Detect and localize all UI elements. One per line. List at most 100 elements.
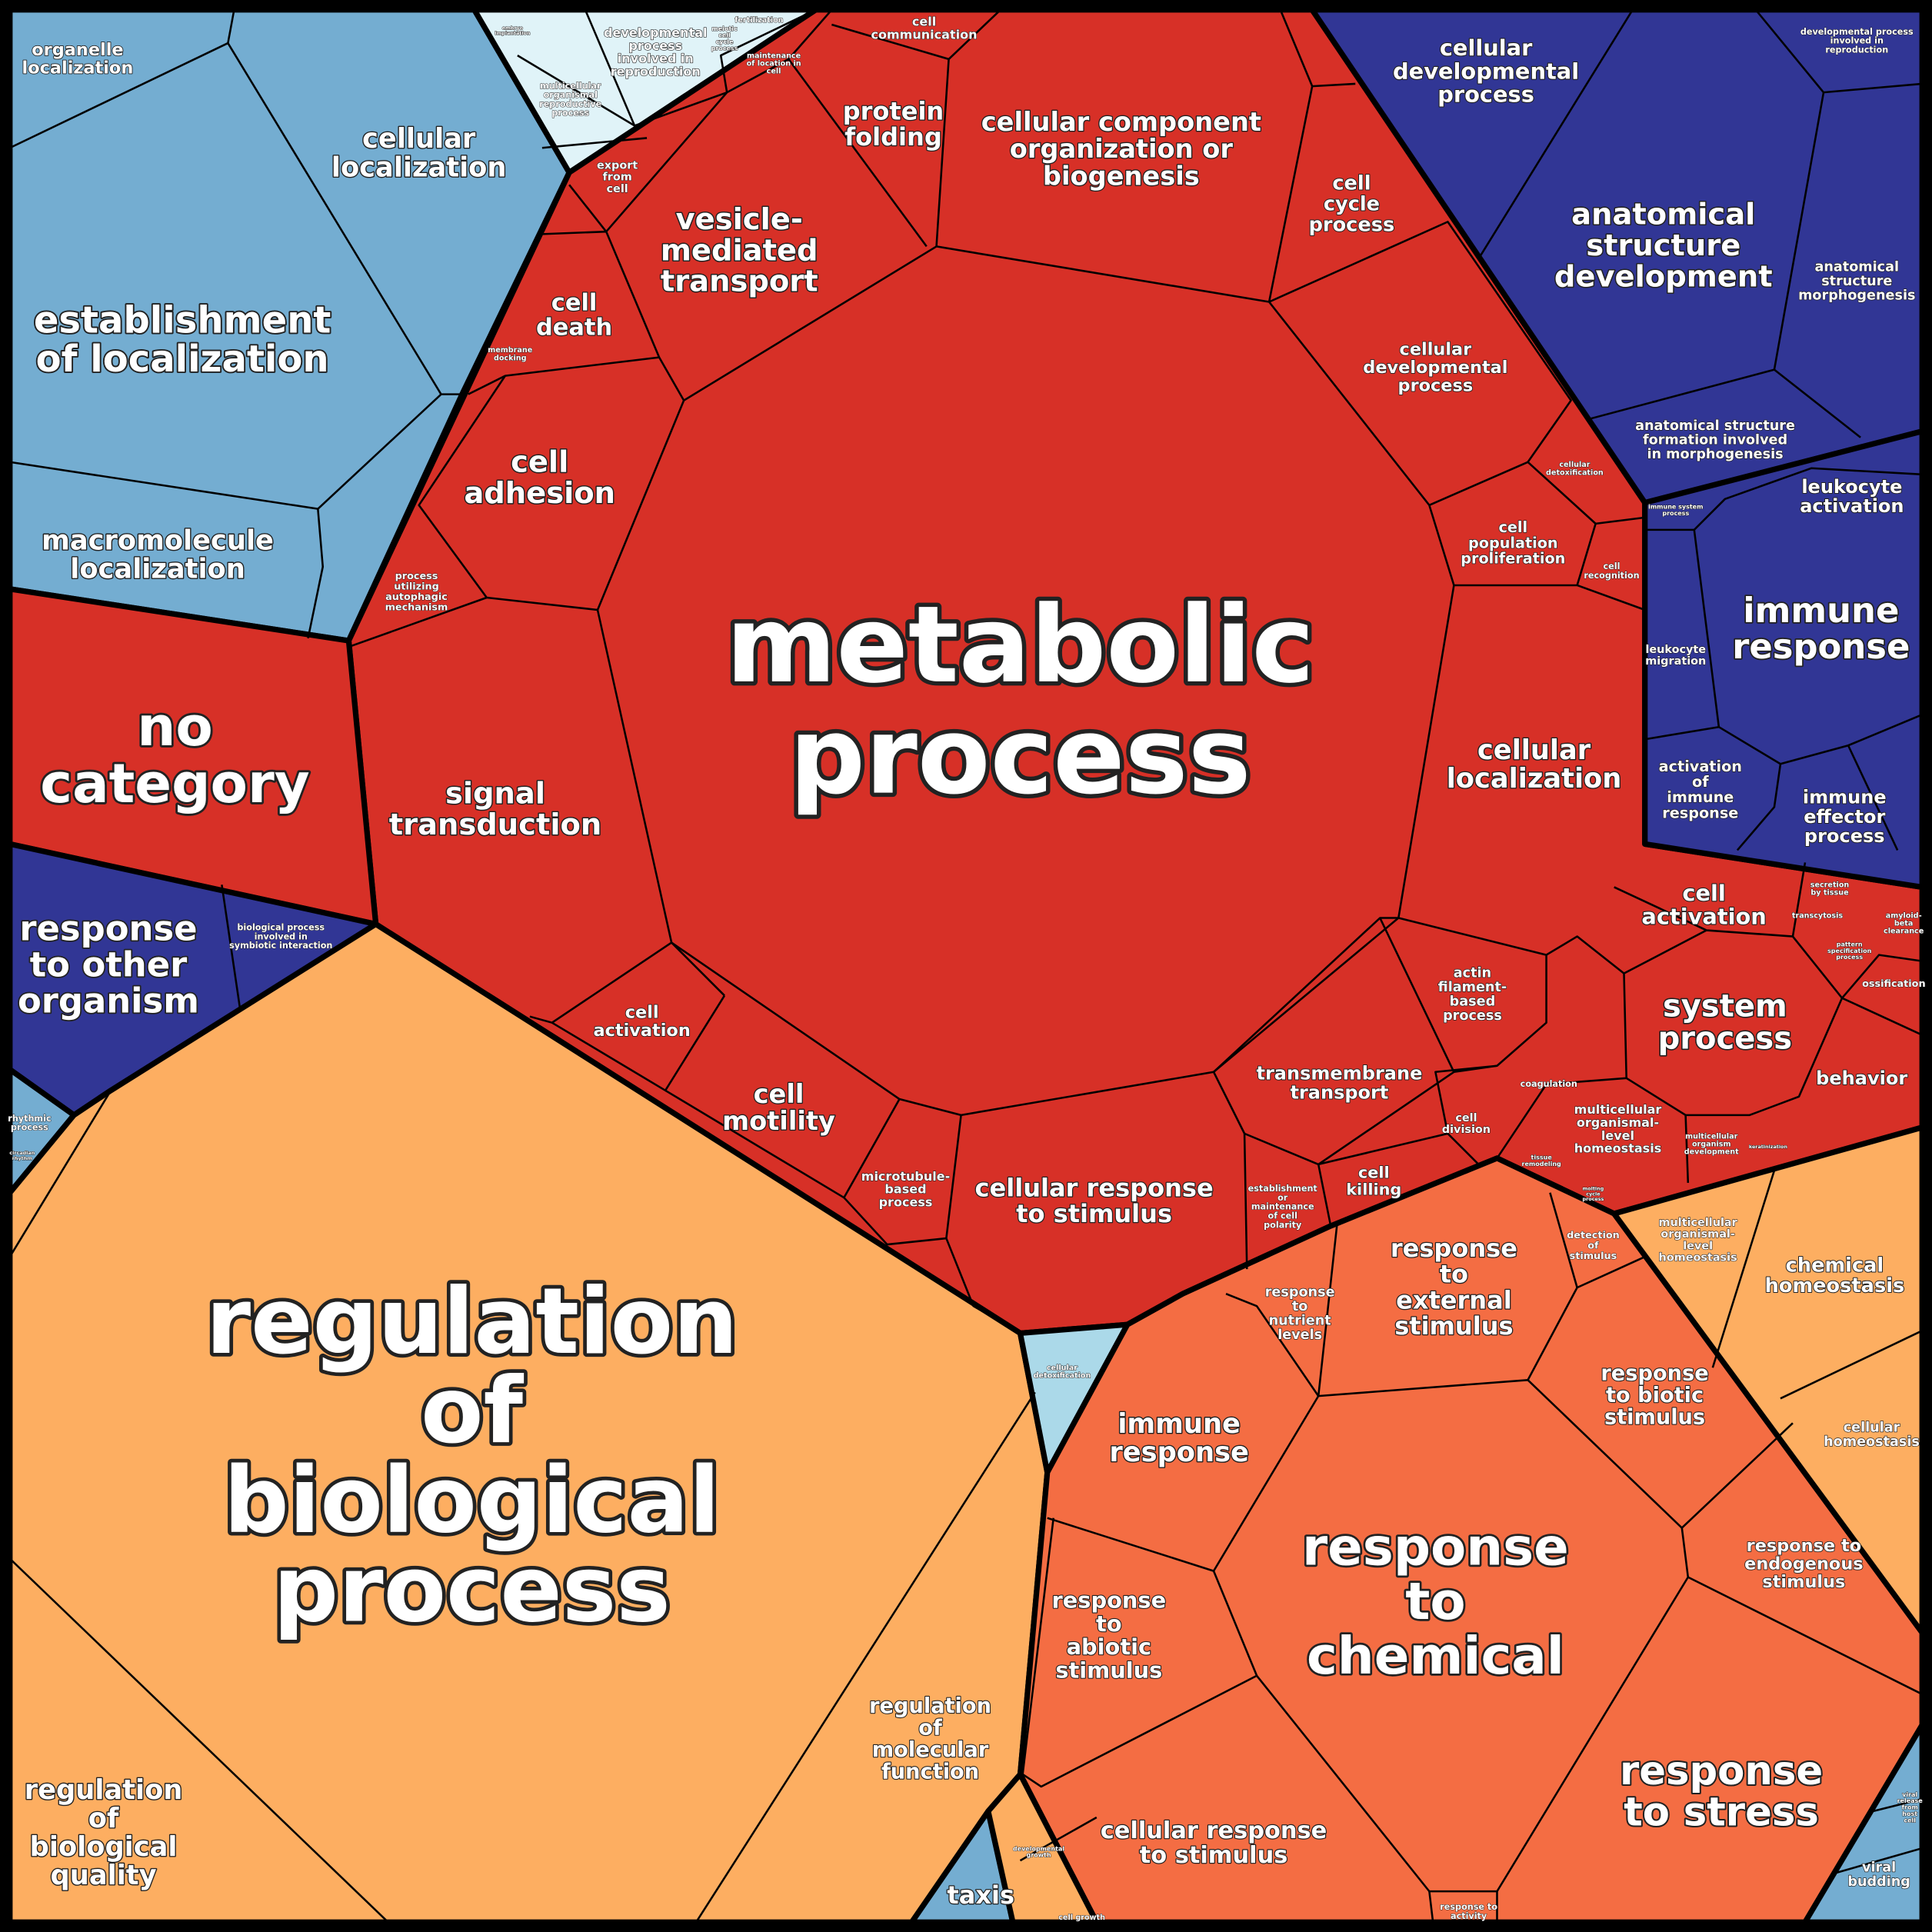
label-line: process	[1398, 375, 1474, 395]
label-line: to	[1440, 1260, 1468, 1289]
label-line: export	[597, 159, 638, 172]
label-line: organismal	[544, 90, 598, 100]
label-line: macromolecule	[42, 525, 274, 557]
label-line: cell	[1682, 880, 1725, 906]
label-cellular-localization: cellular localization	[331, 123, 507, 183]
label-line: chemical	[1307, 1626, 1564, 1686]
label-line: to stimulus	[1140, 1842, 1288, 1869]
label-line: abiotic	[1067, 1634, 1152, 1660]
label-line: activation	[1659, 758, 1742, 775]
label-response-to-activity: response to activity	[1440, 1902, 1497, 1921]
label-line: structure	[1586, 228, 1740, 263]
label-line: of	[1587, 1241, 1599, 1252]
label-line: level	[1601, 1128, 1634, 1143]
label-line: cell	[1358, 1164, 1390, 1182]
label-line: external	[1396, 1285, 1512, 1314]
label-line: development	[1554, 259, 1773, 294]
label-line: process	[1836, 954, 1863, 961]
label-line: endogenous	[1744, 1554, 1863, 1574]
label-line: process	[1309, 214, 1395, 237]
label-activation-of-immune-response: activation of immune response	[1659, 758, 1742, 822]
group-viral-process	[1802, 1722, 1925, 1925]
label-immune-response-orange: immune response	[1109, 1408, 1249, 1468]
label-line: anatomical	[1814, 259, 1899, 275]
label-developmental-process-reproduction-navy: developmental process involved in reproduc…	[1800, 27, 1914, 55]
label-line: of location in	[747, 59, 801, 68]
label-establishment-of-localization: establishment of localization	[34, 299, 331, 381]
label-line: response to	[1440, 1902, 1497, 1912]
label-line: of	[1692, 773, 1709, 791]
label-line: microtubule-	[861, 1169, 950, 1184]
label-signal-transduction: signal transduction	[389, 777, 602, 842]
label-line: response	[1302, 1517, 1569, 1577]
label-line: homeostasis	[1824, 1434, 1920, 1450]
label-response-to-endogenous-stimulus: response to endogenous stimulus	[1744, 1536, 1863, 1592]
label-cell-recognition: cell recognition	[1584, 561, 1639, 581]
label-line: localization	[70, 554, 245, 585]
label-line: tissue	[1531, 1154, 1553, 1161]
label-line: homeostasis	[1574, 1141, 1662, 1156]
label-line: transduction	[389, 808, 602, 842]
label-line: molting	[1583, 1186, 1604, 1192]
label-line: activity	[1451, 1911, 1487, 1921]
label-line: cycle	[1586, 1191, 1601, 1197]
label-line: cellular	[1400, 339, 1472, 359]
label-line: function	[881, 1760, 979, 1784]
label-line: killing	[1346, 1180, 1401, 1198]
label-line: anatomical	[1571, 198, 1755, 232]
label-line: mechanism	[385, 601, 448, 613]
label-line: of	[88, 1803, 119, 1834]
label-rhythmic-process: rhythmic process	[8, 1114, 51, 1133]
label-line: signal	[445, 777, 545, 811]
label-line: in morphogenesis	[1647, 447, 1783, 462]
label-line: vesicle-	[676, 202, 803, 237]
label-amyloid-beta-clearance: amyloid-beta clearance	[1884, 912, 1924, 936]
label-response-to-chemical: response to chemical	[1302, 1517, 1569, 1686]
label-molting-cycle-process: molting cycle process	[1583, 1186, 1604, 1202]
label-line: quality	[51, 1860, 157, 1891]
label-line: division	[1442, 1124, 1491, 1136]
label-cell-communication: cell communication	[871, 15, 978, 42]
label-cell-cycle-process: cell cycle process	[1309, 172, 1395, 237]
label-protein-folding: protein folding	[843, 96, 944, 152]
label-line: multicellular	[1574, 1102, 1662, 1117]
label-line: process	[879, 1194, 933, 1209]
label-line: implantation	[495, 30, 530, 36]
label-line: activation	[1641, 903, 1766, 929]
label-line: biogenesis	[1043, 161, 1200, 191]
label-line: cycle	[1324, 193, 1380, 216]
label-line: viral	[1862, 1860, 1896, 1876]
label-line: developmental	[1363, 358, 1507, 378]
label-line: stimulus	[1055, 1657, 1162, 1683]
label-line: reproduction	[1825, 45, 1888, 55]
label-line: mediated	[661, 233, 818, 268]
label-circadian-rhythm: circadian rhythm	[9, 1150, 35, 1161]
label-export-from-cell: export from cell	[597, 159, 638, 195]
label-regulation-of-biological-quality: regulation of biological quality	[25, 1774, 183, 1891]
label-line: death	[536, 315, 612, 341]
label-line: beta	[1894, 920, 1913, 928]
label-line: secretion	[1810, 881, 1850, 889]
label-line: cell	[1455, 1112, 1477, 1124]
label-line: cell	[1499, 518, 1528, 536]
label-line: cell	[1332, 172, 1371, 195]
label-line: biological	[30, 1831, 178, 1863]
label-line: cellular	[362, 123, 476, 155]
label-cell-adhesion: cell adhesion	[464, 445, 615, 511]
label-transcytosis: transcytosis	[1792, 912, 1844, 921]
label-cellular-homeostasis: cellular homeostasis	[1824, 1421, 1920, 1451]
label-line: response	[1601, 1361, 1708, 1385]
label-line: organization or	[1010, 134, 1234, 164]
label-line: process	[628, 38, 682, 53]
label-line: cell	[625, 1002, 659, 1022]
label-line: to	[1405, 1571, 1465, 1631]
label-line: taxis	[947, 1880, 1014, 1910]
label-vesicle-mediated-transport: vesicle-mediated transport	[661, 202, 818, 299]
label-line: process	[1443, 1008, 1502, 1024]
label-meiotic-cell-cycle-process: meiotic cell cycle process	[711, 25, 738, 52]
label-line: involved in	[618, 52, 694, 66]
label-line: to	[1292, 1299, 1308, 1314]
label-line: establishment	[34, 299, 331, 342]
label-maintenance-of-location: maintenance of location in cell	[747, 52, 801, 75]
label-line: process	[1804, 825, 1885, 847]
